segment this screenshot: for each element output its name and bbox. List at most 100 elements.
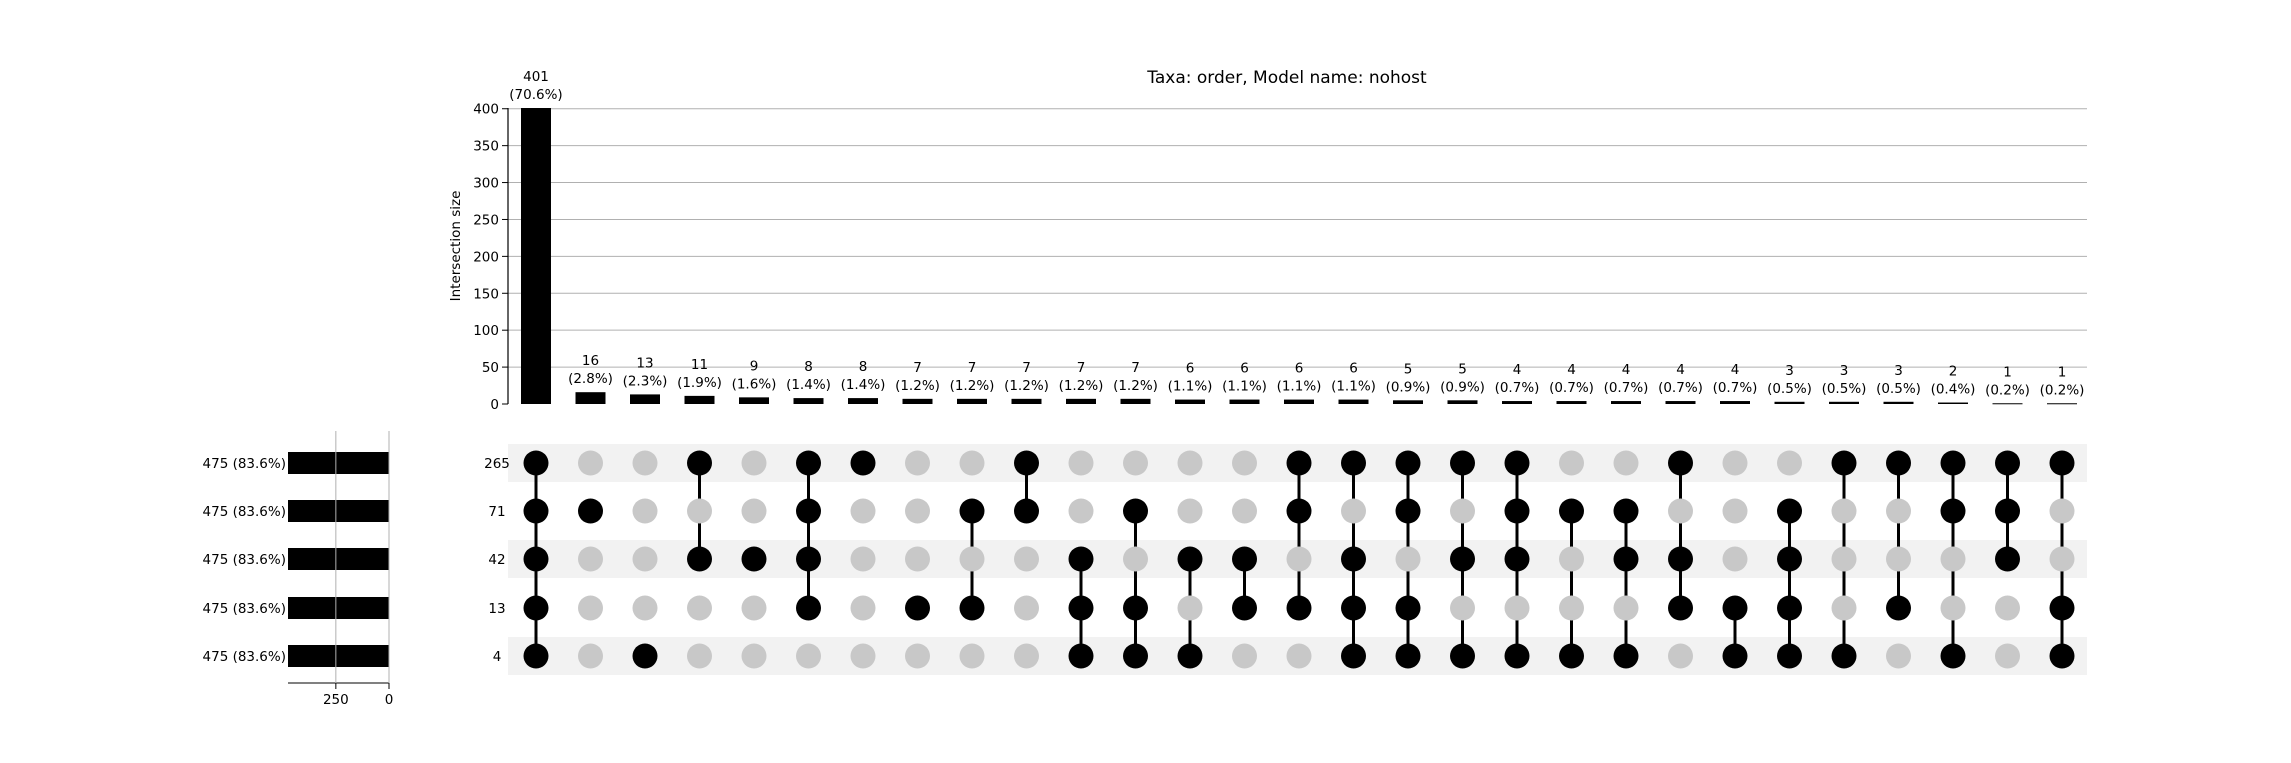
set-size-label: 475 (83.6%): [203, 456, 286, 472]
membership-dot-active: [1940, 450, 1966, 476]
matrix-row-labels: 265 71 42 13 4: [484, 456, 510, 665]
membership-dot-active: [523, 595, 549, 621]
bar-value-label: 7: [1077, 360, 1086, 376]
membership-dot-inactive: [796, 643, 821, 669]
membership-dot-active: [2049, 450, 2075, 476]
membership-matrix: [523, 450, 2075, 669]
membership-dot-active: [523, 450, 549, 476]
membership-dot-active: [2049, 595, 2075, 621]
y-tick-label: 200: [473, 249, 499, 265]
membership-dot-inactive: [850, 498, 876, 524]
membership-dot-inactive: [905, 498, 930, 524]
membership-dot-inactive: [632, 498, 658, 524]
membership-dot-inactive: [1177, 595, 1203, 621]
membership-dot-inactive: [1777, 450, 1802, 476]
membership-dot-active: [1395, 643, 1421, 669]
membership-dot-inactive: [632, 546, 658, 572]
membership-dot-active: [1668, 546, 1693, 572]
intersection-bar: [1120, 398, 1151, 404]
membership-dot-inactive: [1232, 498, 1257, 524]
membership-dot-inactive: [578, 450, 603, 476]
set-size-label: 475 (83.6%): [203, 649, 286, 665]
membership-dot-inactive: [1722, 450, 1748, 476]
membership-dot-active: [1613, 498, 1639, 524]
membership-dot-active: [796, 450, 821, 476]
membership-dot-inactive: [741, 643, 767, 669]
membership-dot-inactive: [632, 595, 658, 621]
bar-value-label: 13: [636, 355, 653, 371]
membership-dot-active: [1668, 450, 1693, 476]
membership-dot-active: [1831, 643, 1857, 669]
set-size-bars: 475 (83.6%) 475 (83.6%) 475 (83.6%) 475 (83…: [203, 452, 389, 667]
membership-dot-inactive: [687, 595, 712, 621]
bar-percent-label: (0.2%): [2040, 382, 2085, 398]
membership-dot-inactive: [741, 595, 767, 621]
set-name-label: 42: [488, 552, 505, 568]
membership-dot-inactive: [1014, 595, 1039, 621]
intersection-bar: [1992, 403, 2023, 405]
intersection-bar: [1338, 399, 1369, 404]
membership-dot-active: [1341, 643, 1366, 669]
membership-dot-active: [1940, 643, 1966, 669]
membership-dot-inactive: [1286, 546, 1312, 572]
intersection-bar: [1665, 401, 1696, 404]
bar-value-label: 3: [1894, 363, 1903, 379]
membership-dot-inactive: [850, 595, 876, 621]
intersection-bar: [902, 398, 933, 404]
intersection-bar: [2047, 403, 2077, 405]
membership-dot-inactive: [1123, 450, 1148, 476]
membership-dot-active: [959, 498, 985, 524]
membership-dot-inactive: [1559, 450, 1584, 476]
membership-dot-inactive: [741, 450, 767, 476]
y-tick-label: 250: [473, 212, 499, 228]
bar-value-label: 6: [1295, 361, 1304, 377]
membership-dot-active: [741, 546, 767, 572]
set-size-tick-label: 0: [385, 692, 394, 708]
membership-dot-active: [1395, 498, 1421, 524]
bar-value-label: 9: [750, 358, 759, 374]
membership-dot-active: [1777, 546, 1802, 572]
membership-dot-active: [1886, 450, 1911, 476]
membership-dot-inactive: [687, 643, 712, 669]
membership-dot-active: [1232, 546, 1257, 572]
bar-percent-label: (1.4%): [841, 377, 886, 393]
membership-dot-inactive: [1341, 498, 1366, 524]
membership-dot-active: [1450, 450, 1475, 476]
bar-percent-label: (0.9%): [1440, 379, 1485, 395]
intersection-bar: [1720, 401, 1750, 404]
y-tick-label: 400: [473, 102, 499, 118]
membership-dot-inactive: [959, 643, 985, 669]
membership-dot-active: [1450, 643, 1475, 669]
bar-value-label: 3: [1840, 363, 1849, 379]
intersection-bar: [1774, 401, 1805, 404]
membership-dot-active: [1668, 595, 1693, 621]
intersection-bar: [1556, 401, 1587, 404]
bar-value-label: 1: [2003, 364, 2012, 380]
membership-dot-active: [1395, 450, 1421, 476]
intersection-bar: [848, 398, 878, 404]
membership-dot-active: [1722, 595, 1748, 621]
bar-value-label: 4: [1731, 362, 1740, 378]
membership-dot-inactive: [1722, 498, 1748, 524]
membership-dot-inactive: [1504, 595, 1530, 621]
membership-dot-inactive: [1995, 643, 2020, 669]
y-gridlines: [508, 108, 2087, 368]
y-tick-label: 150: [473, 286, 499, 302]
intersection-bar: [1175, 399, 1205, 404]
bar-percent-label: (2.3%): [623, 373, 668, 389]
bar-value-label: 2: [1949, 364, 1958, 380]
membership-dot-active: [1940, 498, 1966, 524]
membership-dot-inactive: [905, 450, 930, 476]
membership-dot-active: [1613, 643, 1639, 669]
set-name-label: 265: [484, 456, 510, 472]
membership-dot-active: [1559, 643, 1584, 669]
membership-dot-inactive: [850, 643, 876, 669]
intersection-bar: [1229, 399, 1260, 404]
membership-dot-active: [1995, 546, 2020, 572]
bar-value-label: 8: [859, 359, 868, 375]
set-size-label: 475 (83.6%): [203, 504, 286, 520]
membership-dot-inactive: [1995, 595, 2020, 621]
bar-value-label: 4: [1567, 362, 1576, 378]
set-size-bar: [288, 500, 389, 522]
bar-percent-label: (1.1%): [1277, 379, 1322, 395]
